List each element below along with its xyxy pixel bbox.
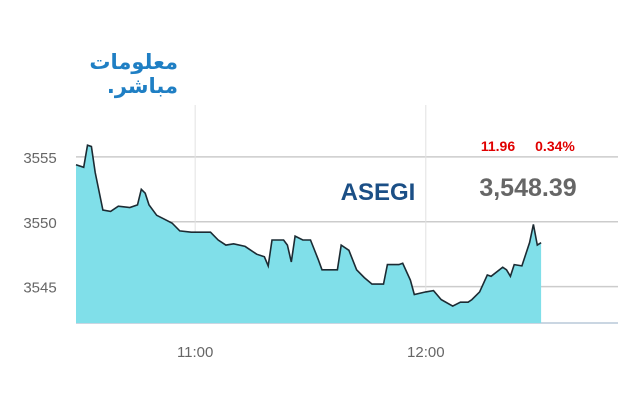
logo-line-2: مباشر. [106,74,178,98]
y-tick-label: 3550 [23,215,56,232]
x-tick-label: 11:00 [177,344,213,361]
logo-line-1: معلومات [89,50,178,74]
y-tick-label: 3555 [23,150,56,167]
change-value: 11.96 [481,138,515,154]
change-percent: 0.34% [535,138,575,154]
price-line [75,144,542,308]
axis-ticks: 3545 3550 3555 11:00 12:00 [23,150,444,361]
price-area [76,145,542,323]
logo: معلومات مباشر. [78,50,178,98]
index-name: ASEGI [341,179,416,206]
y-tick-label: 3545 [23,280,56,297]
x-tick-label: 12:00 [407,344,445,361]
last-value: 3,548.39 [479,174,576,202]
